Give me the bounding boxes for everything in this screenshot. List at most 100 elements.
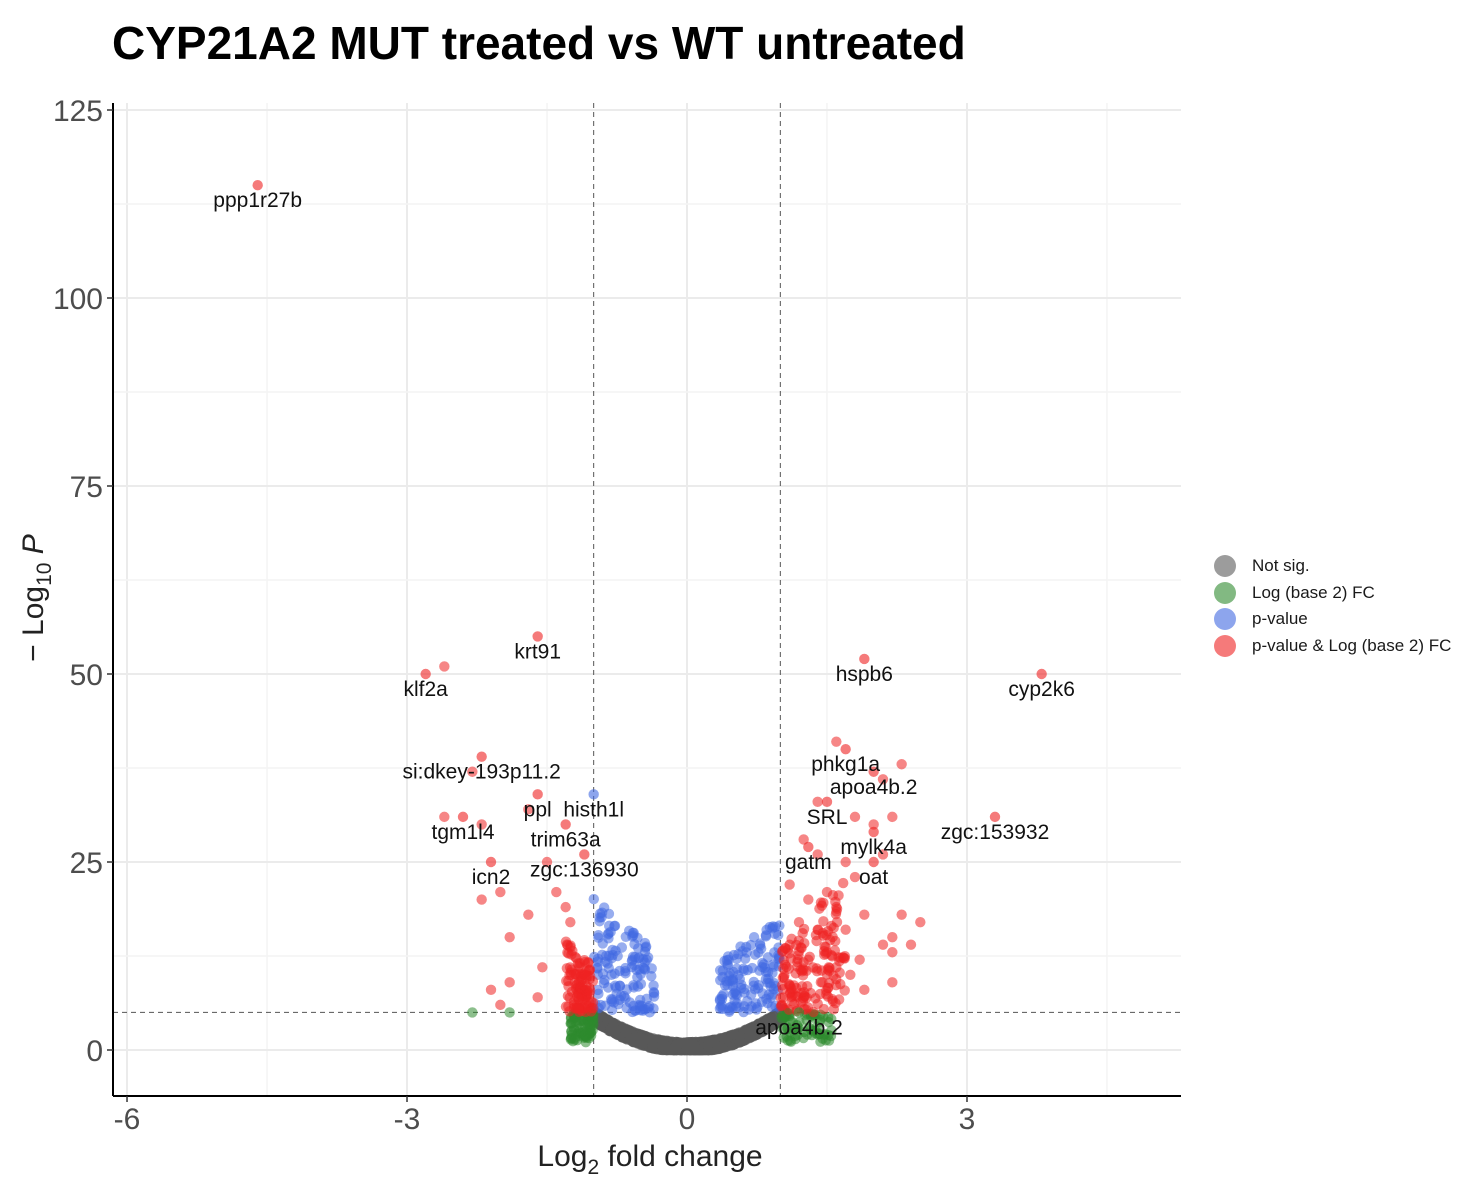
axes [112, 103, 1181, 1097]
gene-label: phkg1a [811, 753, 880, 776]
legend-item: p-value [1214, 606, 1451, 633]
data-point [773, 929, 784, 941]
data-point [793, 945, 805, 957]
data-point [821, 969, 833, 980]
data-point [815, 897, 827, 908]
gene-label: si:dkey-193p11.2 [402, 761, 560, 784]
data-point [603, 933, 614, 944]
data-point [877, 774, 889, 785]
gene-label: cyp2k6 [1008, 678, 1075, 701]
data-point [793, 1022, 804, 1034]
data-point [618, 990, 630, 1002]
data-point [606, 996, 618, 1007]
x-tick-label: 0 [679, 1103, 696, 1136]
data-point [756, 996, 768, 1008]
data-point [541, 856, 553, 868]
data-point [731, 989, 743, 1001]
labeled-point [868, 856, 879, 868]
labeled-point [532, 631, 543, 642]
data-point [887, 932, 898, 943]
data-point [635, 1005, 646, 1016]
data-point [859, 909, 870, 920]
data-point [599, 974, 610, 986]
data-point [766, 1017, 777, 1028]
gene-label: apoa4b.2 [755, 1016, 843, 1039]
data-point [495, 999, 506, 1011]
data-point [818, 916, 829, 927]
data-points [252, 180, 1047, 1056]
legend-label: Not sig. [1252, 556, 1310, 576]
legend-label: p-value [1252, 609, 1308, 629]
gene-label: zgc:136930 [530, 858, 639, 881]
data-point [607, 1020, 619, 1032]
data-point [561, 975, 572, 987]
legend-key-dot [1214, 581, 1236, 604]
data-point [609, 920, 621, 932]
y-tick-label: 25 [70, 847, 103, 880]
gene-label: ppp1r27b [213, 189, 302, 212]
gene-label: zgc:153932 [941, 821, 1050, 844]
labeled-point [840, 744, 851, 755]
labeled-point [868, 826, 879, 838]
data-point [748, 931, 760, 943]
labeled-point [859, 653, 870, 665]
data-point [592, 956, 604, 967]
data-point [714, 965, 726, 976]
labeled-point [1036, 668, 1047, 680]
data-point [638, 962, 649, 974]
gene-label: tgm1l4 [431, 821, 494, 844]
data-point [831, 916, 843, 928]
data-point [839, 985, 850, 996]
data-point [687, 1038, 699, 1049]
data-point [575, 976, 586, 987]
data-point [887, 977, 898, 988]
y-tick-label: 75 [70, 471, 103, 504]
data-point [774, 920, 785, 931]
legend-key-dot [1214, 634, 1236, 657]
data-point [877, 849, 889, 860]
data-point [896, 909, 907, 920]
data-point [798, 965, 809, 976]
data-point [760, 1024, 771, 1035]
data-point [614, 980, 626, 991]
gene-label: hspb6 [836, 663, 893, 686]
x-tick-label: -3 [394, 1103, 421, 1136]
gene-label: krt91 [514, 640, 561, 663]
data-point [815, 988, 826, 1000]
labeled-point [588, 789, 599, 800]
data-point [761, 924, 772, 936]
data-point [778, 972, 790, 983]
labeled-point [476, 751, 487, 762]
data-point [817, 977, 828, 988]
data-point [620, 1027, 632, 1038]
labeled-point [532, 789, 543, 800]
data-point [775, 1000, 787, 1012]
data-point [560, 901, 571, 913]
data-point [596, 907, 608, 918]
gene-label: gatm [785, 851, 832, 874]
data-point [648, 980, 659, 991]
y-axis-title: − Log10 P [17, 534, 56, 662]
data-point [634, 1032, 645, 1043]
data-point [784, 879, 795, 890]
data-point [749, 984, 761, 995]
data-point [752, 1019, 764, 1031]
data-point [719, 955, 730, 967]
data-point [632, 972, 643, 983]
data-point [827, 931, 838, 943]
data-point [628, 927, 639, 939]
legend-item: Not sig. [1214, 553, 1451, 580]
data-point [643, 1002, 654, 1014]
labeled-point [989, 811, 1001, 823]
data-point [579, 1029, 591, 1041]
data-point [467, 766, 478, 777]
data-point [819, 1028, 831, 1040]
data-point [793, 916, 805, 928]
x-tick-label: -6 [114, 1103, 141, 1136]
gene-label: mylk4a [840, 836, 907, 859]
data-point [887, 811, 898, 823]
data-point [812, 796, 823, 808]
data-point [868, 819, 879, 830]
data-point [830, 979, 842, 991]
labeled-point [560, 819, 571, 830]
